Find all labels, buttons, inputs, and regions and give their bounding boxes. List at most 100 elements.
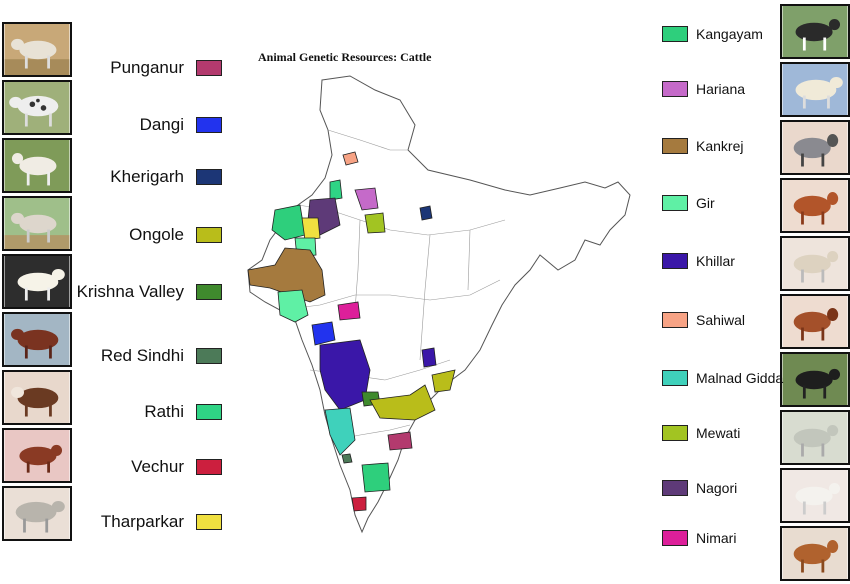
legend-label: Kherigarh bbox=[110, 167, 184, 186]
legend-label: Gir bbox=[696, 195, 715, 211]
legend-item: Dangi bbox=[72, 115, 222, 135]
region-kangayam bbox=[271, 204, 306, 241]
legend-swatch bbox=[662, 253, 688, 269]
region-ongole bbox=[369, 384, 436, 421]
legend-swatch bbox=[196, 117, 222, 133]
legend-label: Red Sindhi bbox=[100, 346, 184, 365]
legend-item: Sahiwal bbox=[662, 312, 745, 328]
cattle-photo bbox=[780, 62, 850, 117]
legend-item: Nagori bbox=[662, 480, 737, 496]
legend-item: Vechur bbox=[72, 457, 222, 477]
legend-label: Sahiwal bbox=[696, 312, 746, 328]
region-sahiwal bbox=[342, 151, 359, 166]
right-photo-column bbox=[780, 4, 850, 584]
legend-item: Kankrej bbox=[662, 138, 743, 154]
legend-label: Nimari bbox=[696, 530, 737, 546]
legend-label: Tharparkar bbox=[100, 512, 184, 531]
legend-label: Punganur bbox=[110, 58, 184, 77]
region-red-sindhi bbox=[341, 453, 353, 464]
legend-item: Mewati bbox=[662, 425, 740, 441]
india-map bbox=[247, 75, 631, 534]
legend-swatch bbox=[196, 348, 222, 364]
legend-swatch bbox=[662, 81, 688, 97]
legend-item: Nimari bbox=[662, 530, 736, 546]
region-kherigarh bbox=[419, 205, 433, 221]
cattle-photo bbox=[780, 178, 850, 233]
legend-label: Vechur bbox=[131, 457, 184, 476]
legend-swatch bbox=[662, 425, 688, 441]
legend-swatch bbox=[662, 195, 688, 211]
legend-item: Punganur bbox=[72, 58, 222, 78]
map-title: Animal Genetic Resources: Cattle bbox=[258, 50, 432, 64]
cattle-photo bbox=[780, 526, 850, 581]
legend-item: Ongole bbox=[72, 225, 222, 245]
region-rathi bbox=[329, 179, 343, 201]
region-hariana bbox=[354, 187, 379, 211]
legend-label: Hariana bbox=[696, 81, 746, 97]
legend-item: Kangayam bbox=[662, 26, 763, 42]
region-mewati-east bbox=[431, 369, 456, 393]
cattle-photo bbox=[2, 138, 72, 193]
legend-item: Krishna Valley bbox=[72, 282, 222, 302]
region-punganur bbox=[387, 431, 413, 451]
left-photo-column bbox=[2, 22, 72, 544]
cattle-photo bbox=[2, 370, 72, 425]
legend-swatch bbox=[196, 227, 222, 243]
cattle-photo bbox=[2, 486, 72, 541]
legend-label: Ongole bbox=[129, 225, 184, 244]
legend-swatch bbox=[662, 480, 688, 496]
legend-item: Malnad Gidda bbox=[662, 370, 783, 386]
legend-item: Tharparkar bbox=[72, 512, 222, 532]
cattle-photo bbox=[2, 254, 72, 309]
breed-regions bbox=[247, 151, 456, 512]
legend-label: Khillar bbox=[696, 253, 735, 269]
cattle-photo bbox=[2, 312, 72, 367]
cattle-photo bbox=[780, 410, 850, 465]
legend-item: Gir bbox=[662, 195, 715, 211]
legend-swatch bbox=[196, 404, 222, 420]
legend-item: Rathi bbox=[72, 402, 222, 422]
legend-label: Dangi bbox=[139, 115, 184, 134]
legend-swatch bbox=[662, 26, 688, 42]
legend-swatch bbox=[196, 169, 222, 185]
legend-swatch bbox=[662, 138, 688, 154]
cattle-photo bbox=[2, 428, 72, 483]
legend-swatch bbox=[662, 530, 688, 546]
legend-swatch bbox=[196, 284, 222, 300]
legend-swatch bbox=[662, 370, 688, 386]
region-dangi bbox=[311, 321, 336, 346]
legend-item: Red Sindhi bbox=[72, 346, 222, 366]
region-khillar-east bbox=[421, 347, 437, 368]
cattle-photo bbox=[780, 4, 850, 59]
cattle-photo bbox=[2, 80, 72, 135]
cattle-photo bbox=[780, 236, 850, 291]
legend-swatch bbox=[662, 312, 688, 328]
legend-label: Kankrej bbox=[696, 138, 744, 154]
region-khillar bbox=[319, 339, 371, 411]
cattle-photo bbox=[2, 22, 72, 77]
cattle-photo bbox=[2, 196, 72, 251]
cattle-photo bbox=[780, 468, 850, 523]
region-vechur bbox=[351, 496, 367, 512]
legend-item: Khillar bbox=[662, 253, 735, 269]
region-malnad-gidda bbox=[324, 407, 356, 456]
cattle-photo bbox=[780, 352, 850, 407]
legend-label: Rathi bbox=[144, 402, 184, 421]
cattle-photo bbox=[780, 294, 850, 349]
legend-label: Nagori bbox=[696, 480, 738, 496]
legend-swatch bbox=[196, 60, 222, 76]
region-tharparkar bbox=[301, 217, 321, 241]
legend-item: Kherigarh bbox=[72, 167, 222, 187]
legend-label: Malnad Gidda bbox=[696, 370, 784, 386]
region-nimari bbox=[337, 301, 361, 321]
region-mewati bbox=[364, 212, 386, 234]
legend-label: Kangayam bbox=[696, 26, 763, 42]
legend-label: Mewati bbox=[696, 425, 741, 441]
legend-swatch bbox=[196, 459, 222, 475]
legend-swatch bbox=[196, 514, 222, 530]
legend-item: Hariana bbox=[662, 81, 745, 97]
region-kankrej bbox=[247, 247, 326, 303]
legend-label: Krishna Valley bbox=[76, 282, 184, 301]
region-gir bbox=[277, 289, 309, 323]
cattle-photo bbox=[780, 120, 850, 175]
